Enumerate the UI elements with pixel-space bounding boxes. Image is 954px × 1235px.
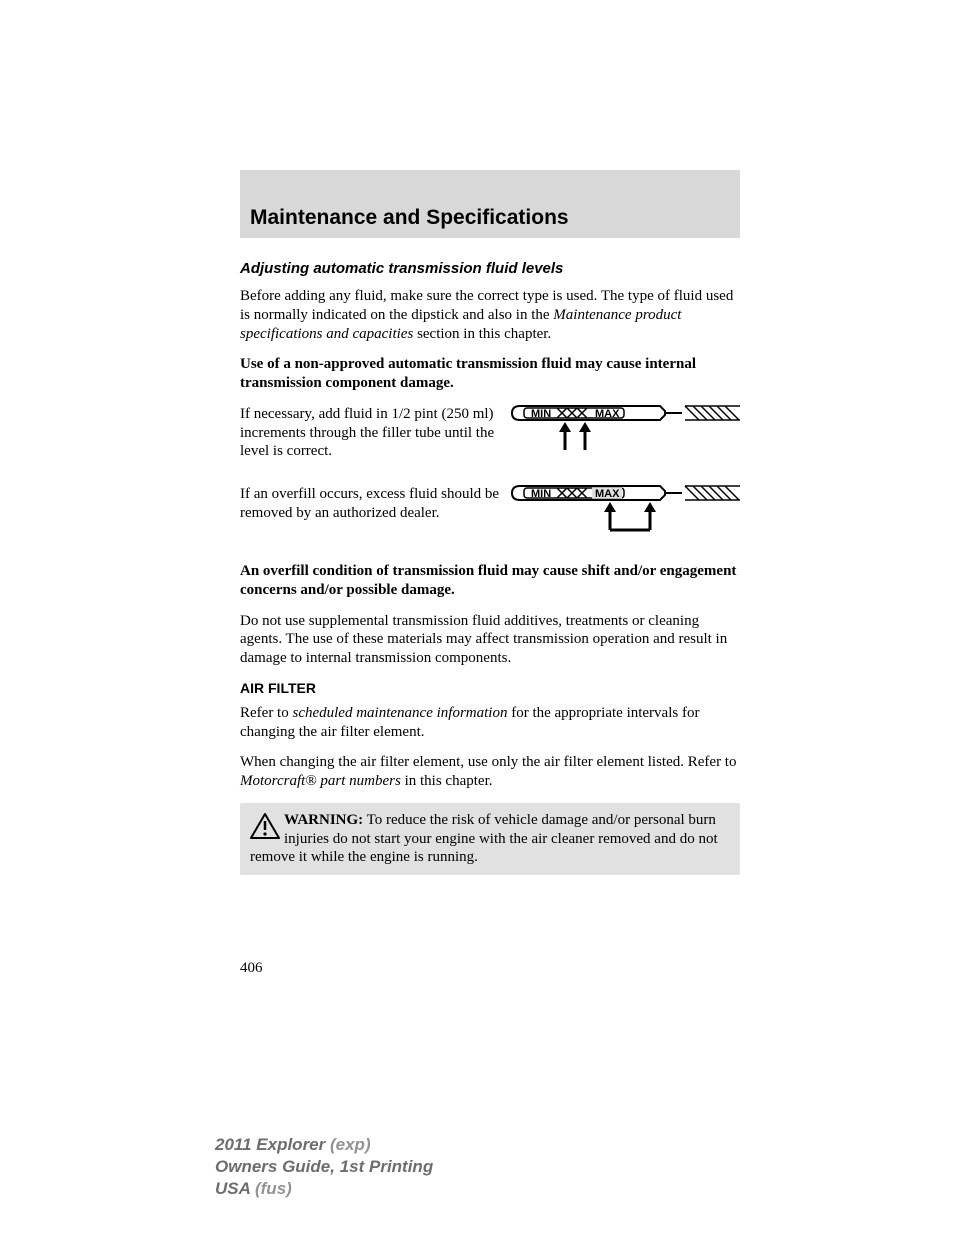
page-number: 406 <box>240 960 263 977</box>
paragraph-before-adding: Before adding any fluid, make sure the c… <box>240 287 740 343</box>
dipstick-figure-overfill: MIN MAX <box>510 485 740 550</box>
warning-triangle-icon <box>250 813 280 839</box>
paragraph-supplemental: Do not use supplemental transmission flu… <box>240 612 740 668</box>
max-label: MAX <box>595 408 620 420</box>
section-header-box: Maintenance and Specifications <box>240 170 740 238</box>
section-title: Maintenance and Specifications <box>250 206 569 230</box>
footer-line2: Owners Guide, 1st Printing <box>215 1156 433 1178</box>
warning-label: WARNING: <box>284 812 363 828</box>
paragraph-changing: When changing the air filter element, us… <box>240 753 740 791</box>
max-label: MAX <box>595 488 620 500</box>
subheading-adjusting: Adjusting automatic transmission fluid l… <box>240 260 740 277</box>
footer: 2011 Explorer (exp) Owners Guide, 1st Pr… <box>215 1134 433 1200</box>
text-italic: scheduled maintenance information <box>292 705 507 721</box>
row-overfill: If an overfill occurs, excess fluid shou… <box>240 485 740 550</box>
text: USA <box>215 1179 250 1198</box>
text: When changing the air filter element, us… <box>240 754 736 770</box>
subheading-airfilter: AIR FILTER <box>240 680 740 696</box>
text: (fus) <box>250 1179 292 1198</box>
text: (exp) <box>325 1135 370 1154</box>
dipstick-overfill-icon: MIN MAX <box>510 485 740 550</box>
warning-box: WARNING: To reduce the risk of vehicle d… <box>240 803 740 875</box>
paragraph-addfluid: If necessary, add fluid in 1/2 pint (250… <box>240 405 500 461</box>
footer-line1: 2011 Explorer (exp) <box>215 1134 433 1156</box>
dipstick-figure-correct: MIN MAX <box>510 405 740 473</box>
footer-line3: USA (fus) <box>215 1178 433 1200</box>
paragraph-overfill: If an overfill occurs, excess fluid shou… <box>240 485 500 538</box>
min-label: MIN <box>531 408 551 420</box>
paragraph-refer: Refer to scheduled maintenance informati… <box>240 704 740 742</box>
arrows-up-icon <box>559 422 591 450</box>
dipstick-correct-icon: MIN MAX <box>510 405 740 470</box>
arrows-up-bracket-icon <box>604 502 656 530</box>
text-italic: Motorcraft® part numbers <box>240 773 401 789</box>
manual-page: Maintenance and Specifications Adjusting… <box>0 0 954 1235</box>
text: 2011 Explorer <box>215 1135 325 1154</box>
paragraph-overfill-condition: An overfill condition of transmission fl… <box>240 562 740 600</box>
min-label: MIN <box>531 488 551 500</box>
text: section in this chapter. <box>413 326 551 342</box>
paragraph-nonapproved: Use of a non-approved automatic transmis… <box>240 355 740 393</box>
text: Refer to <box>240 705 292 721</box>
row-addfluid: If necessary, add fluid in 1/2 pint (250… <box>240 405 740 473</box>
page-content: Adjusting automatic transmission fluid l… <box>240 260 740 887</box>
text: in this chapter. <box>401 773 493 789</box>
